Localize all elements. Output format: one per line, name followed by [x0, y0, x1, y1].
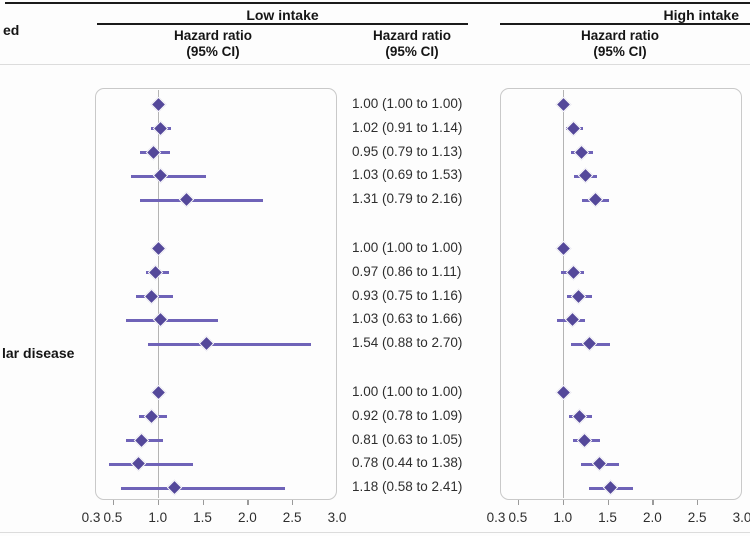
hazard-ratio-point: [577, 167, 594, 184]
axis-tick: [607, 500, 609, 505]
hazard-ratio-point: [571, 408, 588, 425]
low-intake-underline: [97, 23, 468, 25]
axis-tick-label: 0.3: [486, 510, 506, 525]
hazard-ratio-value-text: 1.00 (1.00 to 1.00): [352, 96, 463, 111]
hazard-ratio-value-text: 1.18 (0.58 to 2.41): [352, 479, 463, 494]
cropped-header-label: ed: [3, 22, 20, 38]
axis-tick-label: 1.5: [598, 510, 617, 525]
hazard-ratio-point: [150, 384, 167, 401]
ci-line: [125, 318, 218, 322]
hazard-ratio-point: [198, 335, 215, 352]
hazard-ratio-header-line1: Hazard ratio: [580, 28, 660, 43]
hazard-ratio-value-text: 1.03 (0.69 to 1.53): [352, 167, 463, 183]
hazard-ratio-header-line2: (95% CI): [593, 43, 647, 59]
ci-line: [147, 342, 312, 346]
ci-line: [139, 198, 263, 202]
hazard-ratio-value-text: 1.03 (0.63 to 1.66): [352, 311, 463, 327]
hazard-ratio-value-text: 1.00 (1.00 to 1.00): [352, 384, 463, 399]
hazard-ratio-value-text: 0.92 (0.78 to 1.09): [352, 407, 463, 423]
hazard-ratio-point: [133, 432, 149, 448]
axis-tick: [247, 500, 249, 505]
axis-tick-label: 1.0: [553, 510, 573, 525]
hazard-ratio-point: [591, 455, 607, 472]
hazard-ratio-point: [153, 167, 169, 184]
axis-tick: [202, 500, 204, 505]
hazard-ratio-point: [570, 288, 587, 304]
high-intake-title: High intake: [663, 7, 739, 23]
hazard-ratio-value-text: 1.02 (0.91 to 1.14): [352, 119, 463, 135]
hazard-ratio-point: [143, 408, 159, 425]
high-intake-underline: [500, 23, 750, 25]
hazard-ratio-point: [555, 384, 572, 401]
axis-tick: [292, 500, 294, 505]
ci-line: [108, 462, 193, 466]
axis-tick: [562, 500, 564, 505]
axis-tick-label: 2.5: [687, 510, 707, 525]
hazard-ratio-header-line1: Hazard ratio: [173, 28, 253, 43]
hazard-ratio-value-text: 0.81 (0.63 to 1.05): [352, 431, 463, 447]
axis-tick-label: 3.0: [732, 510, 750, 525]
axis-tick-label: 0.3: [81, 510, 101, 525]
hazard-ratio-point: [130, 455, 147, 472]
axis-tick-label: 3.0: [327, 510, 347, 525]
hazard-ratio-point: [566, 120, 582, 137]
hazard-ratio-point: [147, 264, 164, 281]
hazard-ratio-header-high-plot: Hazard ratio (95% CI): [535, 28, 705, 59]
hazard-ratio-value-text: 0.97 (0.86 to 1.11): [352, 263, 462, 279]
hazard-ratio-point: [152, 120, 168, 137]
hazard-ratio-point: [150, 96, 167, 113]
axis-tick-label: 1.0: [148, 510, 168, 525]
axis-tick: [517, 500, 520, 505]
axis-tick-label: 2.0: [642, 510, 662, 525]
hazard-ratio-header-line2: (95% CI): [385, 43, 439, 59]
hazard-ratio-value-text: 0.93 (0.75 to 1.16): [352, 287, 463, 303]
hazard-ratio-point: [555, 96, 572, 113]
hazard-ratio-point: [150, 240, 167, 257]
low-intake-plot-panel: [95, 88, 337, 500]
hazard-ratio-point: [178, 191, 194, 208]
axis-tick: [157, 500, 159, 505]
hazard-ratio-point: [564, 311, 580, 328]
hazard-ratio-value-text: 1.54 (0.88 to 2.70): [352, 335, 463, 350]
high-intake-plot-panel: [500, 88, 742, 500]
hazard-ratio-point: [555, 240, 572, 257]
axis-tick: [652, 500, 654, 505]
hazard-ratio-point: [573, 144, 589, 160]
axis-tick-label: 2.0: [237, 510, 257, 525]
hazard-ratio-point: [153, 311, 169, 328]
reference-line: [157, 90, 160, 498]
axis-tick-label: 0.5: [103, 510, 123, 525]
ci-line: [121, 486, 286, 490]
low-intake-title: Low intake: [246, 7, 319, 23]
top-rule: [5, 2, 750, 4]
ci-line: [130, 174, 207, 178]
cropped-group-label-cardiovascular-disease: lar disease: [2, 345, 75, 361]
hazard-ratio-header-low-plot: Hazard ratio (95% CI): [128, 28, 298, 59]
hazard-ratio-header-line1: Hazard ratio: [372, 28, 452, 43]
hazard-ratio-value-text: 1.00 (1.00 to 1.00): [352, 240, 463, 255]
hazard-ratio-point: [166, 479, 183, 496]
axis-tick-label: 2.5: [282, 510, 302, 525]
hazard-ratio-header-line2: (95% CI): [186, 43, 240, 59]
reference-line: [562, 90, 565, 498]
axis-tick: [112, 500, 115, 505]
bottom-rule: [0, 532, 750, 533]
hazard-ratio-header-low-values: Hazard ratio (95% CI): [327, 28, 497, 59]
hazard-ratio-point: [587, 191, 604, 208]
axis-tick-label: 1.5: [193, 510, 212, 525]
axis-tick: [697, 500, 699, 505]
hazard-ratio-value-text: 1.31 (0.79 to 2.16): [352, 191, 463, 206]
axis-tick-label: 0.5: [508, 510, 528, 525]
hazard-ratio-point: [581, 335, 597, 352]
hazard-ratio-point: [602, 479, 619, 496]
hazard-ratio-point: [576, 432, 593, 448]
header-divider-rule: [0, 64, 750, 65]
hazard-ratio-point: [565, 264, 581, 281]
hazard-ratio-value-text: 0.95 (0.79 to 1.13): [352, 143, 463, 159]
hazard-ratio-value-text: 0.78 (0.44 to 1.38): [352, 455, 463, 471]
